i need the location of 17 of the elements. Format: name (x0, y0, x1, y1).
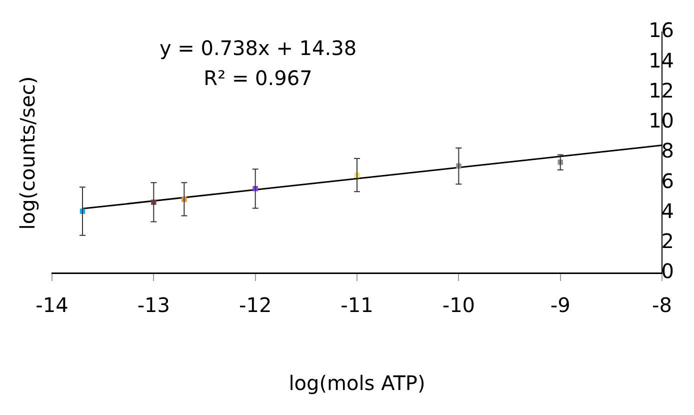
x-tick-label: -9 (550, 293, 570, 318)
x-tick-label: -11 (340, 293, 374, 318)
y-tick-label: 0 (661, 259, 674, 284)
y-tick-label: 16 (648, 18, 674, 42)
x-axis-title: log(mols ATP) (288, 371, 426, 396)
x-tick-label: -14 (36, 293, 68, 318)
annotation: R² = 0.967 (204, 66, 312, 90)
y-tick-label: 8 (661, 138, 674, 163)
x-tick-label: -13 (137, 293, 170, 318)
x-tick-label: -10 (442, 293, 476, 318)
annotation: y = 0.738x + 14.38 (159, 36, 357, 60)
y-tick-label: 4 (661, 198, 674, 223)
x-tick-label: -8 (652, 293, 672, 318)
y-tick-label: 6 (661, 168, 674, 193)
x-tick-label: -12 (239, 293, 272, 318)
y-tick-label: 2 (661, 229, 674, 254)
y-axis-title: log(counts/sec) (16, 76, 40, 230)
